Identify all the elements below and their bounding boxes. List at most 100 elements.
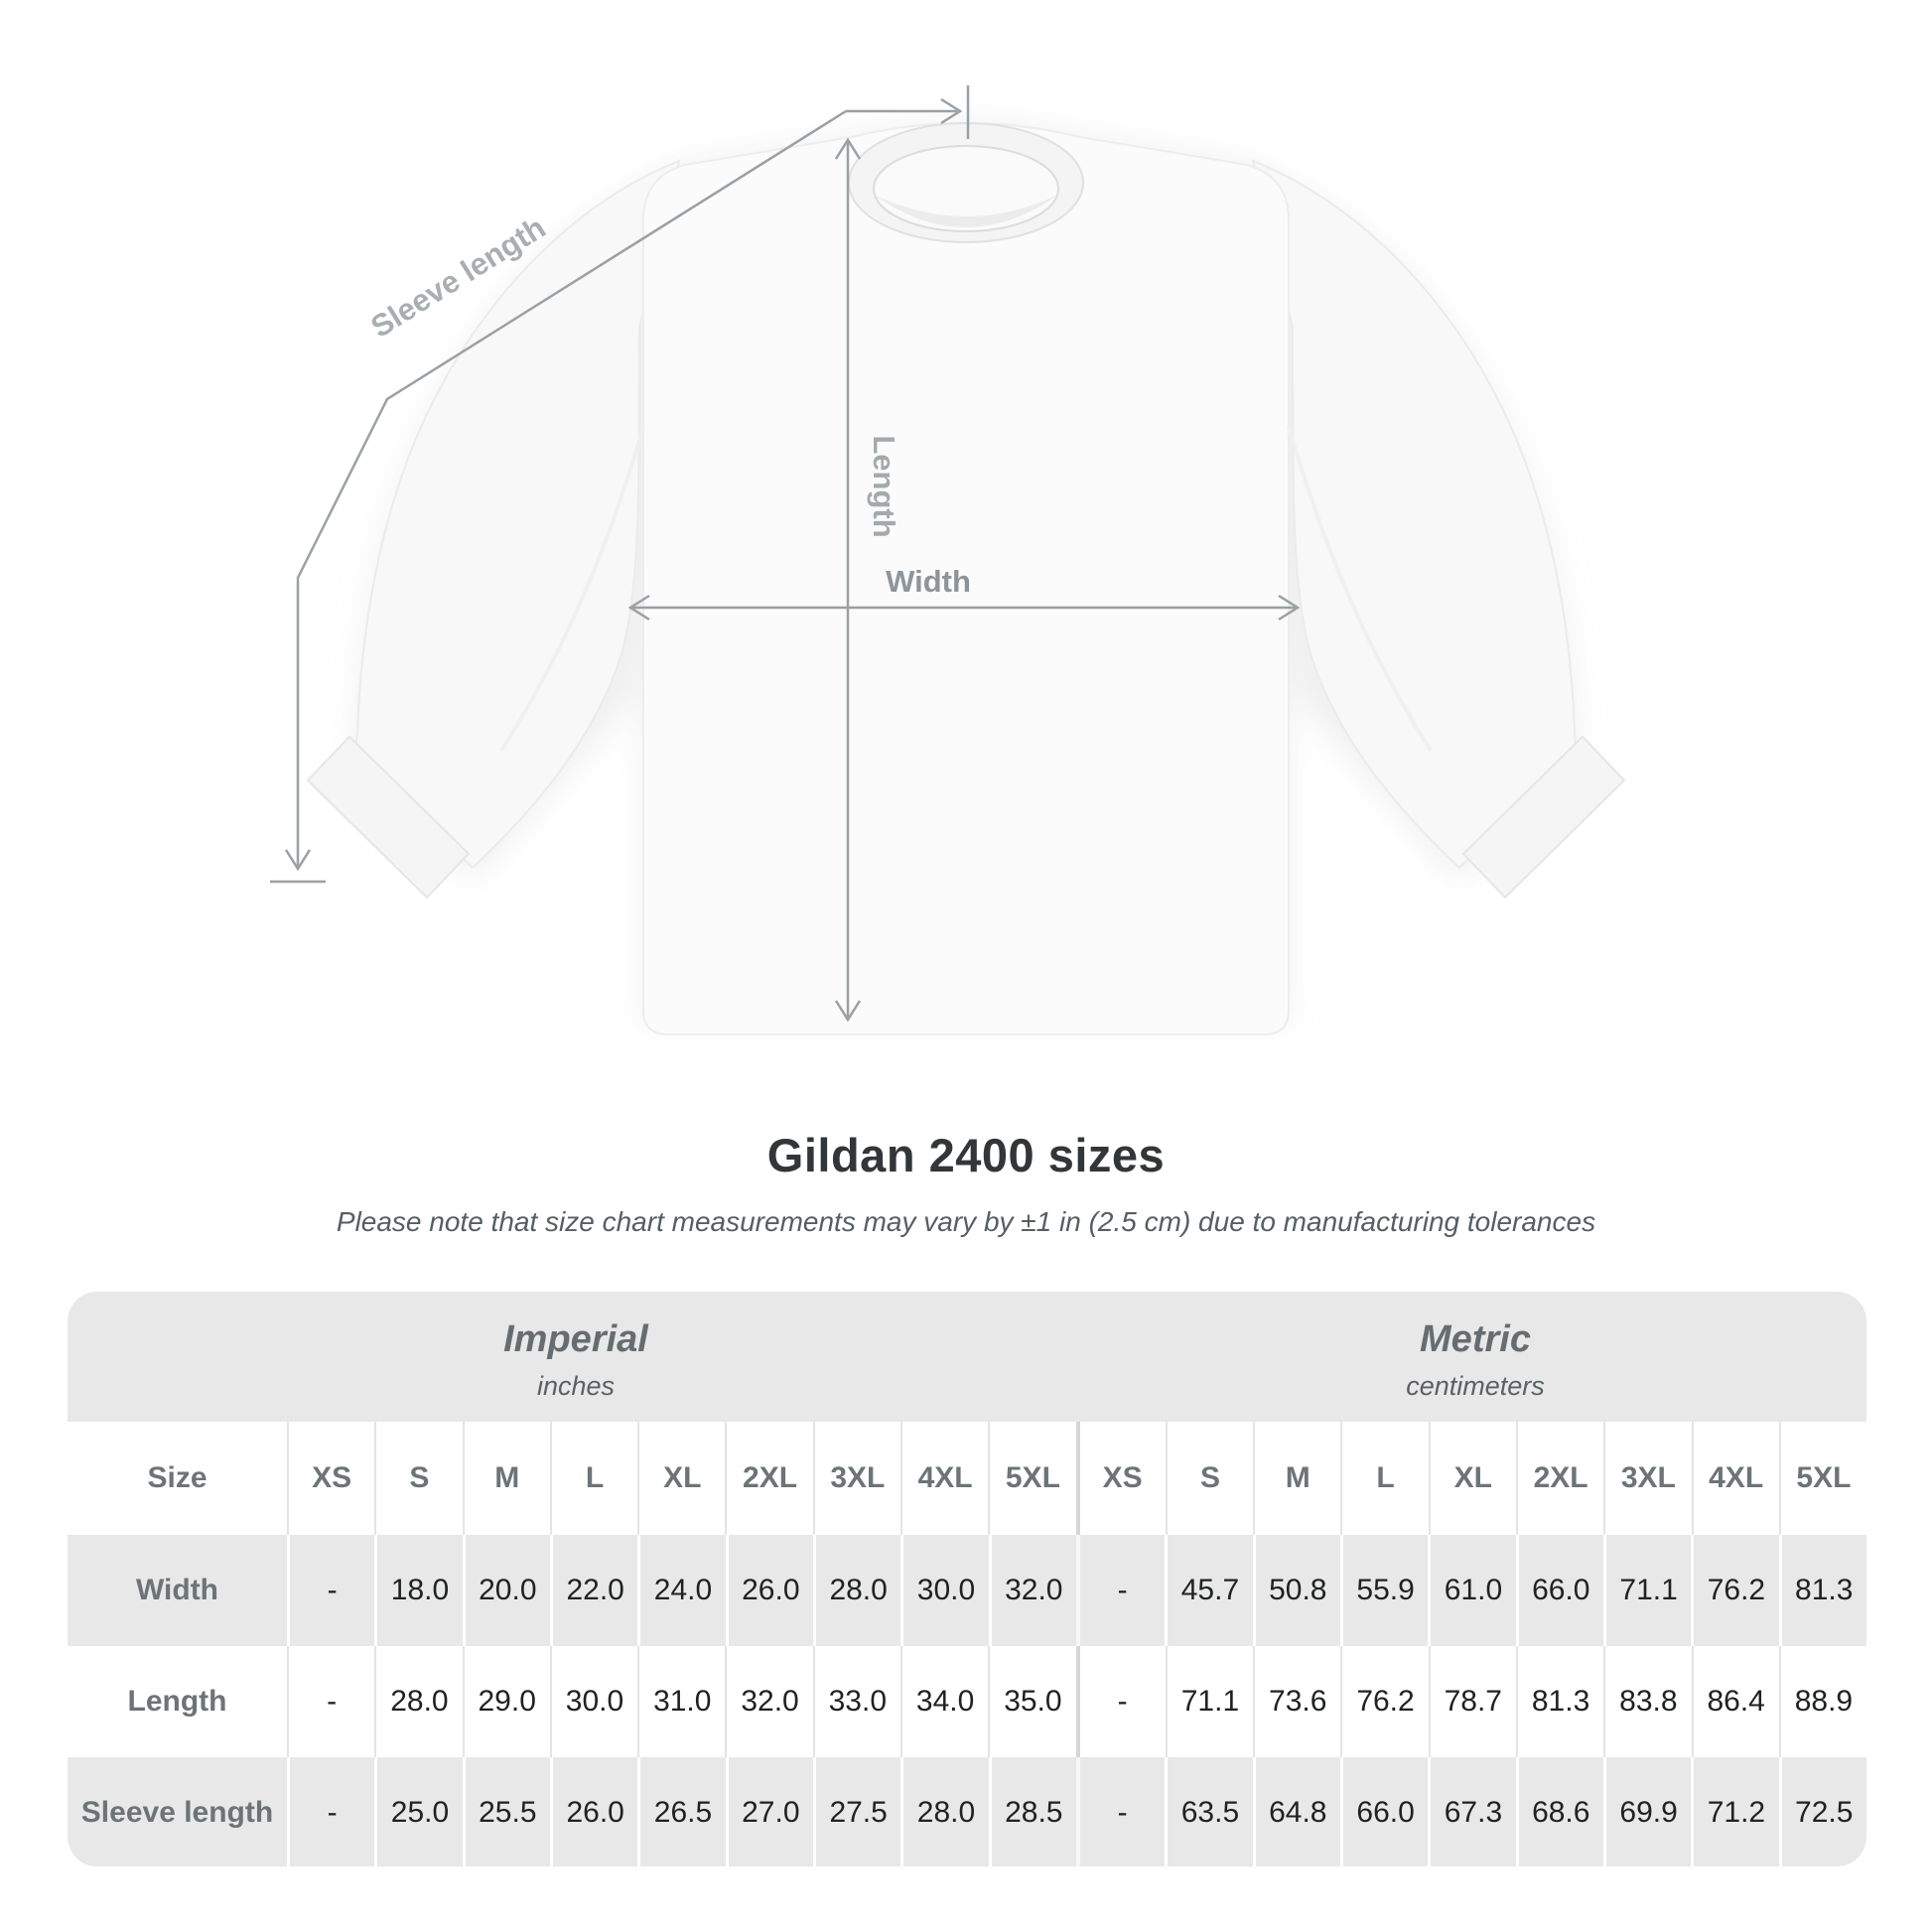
width-label: Width: [886, 564, 971, 599]
size-col-header-imperial-l: L: [549, 1422, 637, 1535]
measurement-value-cell: 78.7: [1428, 1646, 1516, 1757]
measurement-value-cell: 76.2: [1340, 1646, 1428, 1757]
measurement-value-cell: 83.8: [1603, 1646, 1691, 1757]
measurement-value-cell: 63.5: [1165, 1757, 1252, 1866]
shirt-collar-shadow: [874, 195, 1058, 227]
measurement-value-cell: 32.0: [988, 1535, 1076, 1646]
measurement-value-cell: 26.0: [549, 1757, 637, 1866]
size-header-row: Size XS S M L XL 2XL 3XL 4XL 5XL XS S M L XL 2XL 3XL 4XL…: [68, 1422, 1866, 1535]
size-col-header-imperial-5xl: 5XL: [988, 1422, 1075, 1535]
measurement-value-cell: 31.0: [637, 1646, 725, 1757]
measurement-value-cell: 67.3: [1428, 1757, 1515, 1866]
size-col-header-imperial-2xl: 2XL: [725, 1422, 812, 1535]
shirt-left-sleeve: [353, 159, 681, 870]
measurement-value-cell: 20.0: [462, 1535, 550, 1646]
row-label: Length: [127, 1685, 227, 1718]
measurement-value-cell: 27.0: [725, 1757, 813, 1866]
shirt-diagram: Sleeve length Length Width: [270, 85, 1626, 1035]
measurement-value-cell: 22.0: [549, 1535, 637, 1646]
size-table: Imperial inches Metric centimeters Size …: [68, 1292, 1866, 1866]
measurement-value-cell: 29.0: [462, 1646, 550, 1757]
size-col-header-imperial-4xl: 4XL: [899, 1422, 988, 1535]
table-body: Width -18.0 20.0 22.0 24.0 26.0 28.0 30.0 32.0-4…: [68, 1535, 1866, 1866]
measurement-value-cell: -: [287, 1757, 374, 1866]
measurement-value-cell: 34.0: [899, 1646, 988, 1757]
measurement-value-cell: -: [1075, 1535, 1165, 1646]
measurement-value-cell: 35.0: [988, 1646, 1075, 1757]
measurement-value-cell: 25.0: [374, 1757, 462, 1866]
measurement-value-cell: 81.3: [1515, 1646, 1603, 1757]
measurement-value-cell: 73.6: [1253, 1646, 1340, 1757]
size-col-header-metric-xs: XS: [1075, 1422, 1166, 1535]
size-col-header-metric-5xl: 5XL: [1778, 1422, 1866, 1535]
measurement-value-cell: 88.9: [1778, 1646, 1866, 1757]
size-col-header-imperial-3xl: 3XL: [812, 1422, 900, 1535]
unit-band: Imperial inches Metric centimeters: [68, 1292, 1866, 1422]
sleeve-length-arrow: [270, 85, 970, 884]
measurement-value-cell: 76.2: [1691, 1535, 1778, 1646]
length-label: Length: [867, 435, 901, 537]
shirt-right-sleeve: [1251, 159, 1579, 870]
shirt-body: [642, 122, 1290, 1035]
size-col-header-metric-l: L: [1340, 1422, 1428, 1535]
measurement-value-cell: 25.5: [462, 1757, 550, 1866]
size-col-header-metric-4xl: 4XL: [1691, 1422, 1779, 1535]
measurement-value-cell: 27.5: [812, 1757, 900, 1866]
measurement-value-cell: 50.8: [1252, 1535, 1340, 1646]
measurement-value-cell: 81.3: [1778, 1535, 1866, 1646]
measurement-value-cell: 71.1: [1165, 1646, 1253, 1757]
fold-line-left: [499, 426, 645, 753]
size-col-header-imperial-xl: XL: [637, 1422, 725, 1535]
measurement-value-cell: 28.0: [812, 1535, 900, 1646]
measurement-value-cell: 26.0: [725, 1535, 813, 1646]
measurement-value-cell: 32.0: [725, 1646, 812, 1757]
measurement-value-cell: 28.5: [988, 1757, 1076, 1866]
size-col-header-metric-3xl: 3XL: [1603, 1422, 1691, 1535]
page-subtitle: Please note that size chart measurements…: [336, 1206, 1596, 1237]
heading-block: Gildan 2400 sizes Please note that size …: [0, 1128, 1932, 1238]
table-row-length: Length -28.0 29.0 30.0 31.0 32.0 33.0 34.0 35.0-…: [68, 1646, 1866, 1757]
table-row-width: Width -18.0 20.0 22.0 24.0 26.0 28.0 30.0 32.0-4…: [68, 1535, 1866, 1646]
measurement-value-cell: 26.5: [637, 1757, 725, 1866]
measurement-value-cell: 24.0: [637, 1535, 725, 1646]
shirt-left-cuff: [306, 735, 471, 899]
size-col-header-metric-xl: XL: [1428, 1422, 1516, 1535]
measurement-value-cell: -: [287, 1535, 374, 1646]
size-col-header-imperial-xs: XS: [287, 1422, 374, 1535]
measurement-value-cell: 18.0: [374, 1535, 462, 1646]
size-col-header-metric-m: M: [1253, 1422, 1340, 1535]
measurement-value-cell: 66.0: [1515, 1535, 1603, 1646]
measurement-value-cell: 61.0: [1428, 1535, 1515, 1646]
page-title: Gildan 2400 sizes: [766, 1129, 1166, 1181]
fold-line-right: [1287, 426, 1433, 753]
length-arrow: [834, 137, 862, 1023]
measurement-value-cell: -: [1075, 1646, 1166, 1757]
metric-group-header: Metric centimeters: [1084, 1292, 1866, 1422]
measurement-value-cell: 28.0: [374, 1646, 462, 1757]
width-arrow: [627, 594, 1301, 621]
measurement-value-cell: 55.9: [1339, 1535, 1428, 1646]
row-label: Width: [135, 1574, 219, 1606]
size-col-header-metric-s: S: [1165, 1422, 1253, 1535]
shirt-right-cuff: [1461, 735, 1626, 899]
size-col-header-imperial-m: M: [462, 1422, 550, 1535]
measurement-value-cell: 45.7: [1165, 1535, 1252, 1646]
measurement-value-cell: 66.0: [1339, 1757, 1428, 1866]
metric-subtitle: centimeters: [1406, 1370, 1545, 1401]
metric-title: Metric: [1420, 1317, 1531, 1360]
measurement-value-cell: 69.9: [1602, 1757, 1691, 1866]
size-col-header-imperial-s: S: [374, 1422, 462, 1535]
shirt-collar-inner: [873, 145, 1059, 232]
measurement-value-cell: 64.8: [1252, 1757, 1340, 1866]
measurement-value-cell: 28.0: [900, 1757, 988, 1866]
size-col-header-metric-2xl: 2XL: [1515, 1422, 1603, 1535]
table-row-sleeve-length: Sleeve length -25.0 25.5 26.0 26.5 27.0 27.5 28…: [68, 1757, 1866, 1866]
measurement-value-cell: -: [287, 1646, 374, 1757]
measurement-value-cell: 68.6: [1515, 1757, 1603, 1866]
measurement-value-cell: 71.2: [1691, 1757, 1778, 1866]
measurement-value-cell: 30.0: [900, 1535, 988, 1646]
measurement-value-cell: 72.5: [1778, 1757, 1866, 1866]
measurement-value-cell: 30.0: [549, 1646, 637, 1757]
measurement-value-cell: 86.4: [1691, 1646, 1779, 1757]
